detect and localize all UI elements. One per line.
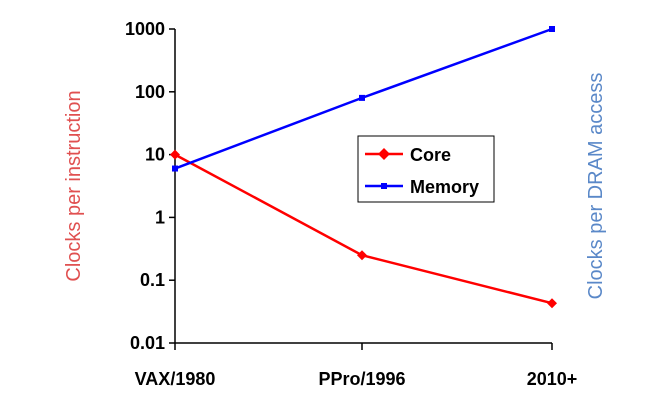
y-tick-label: 100 [135, 82, 165, 102]
series-markers [170, 26, 557, 309]
data-point-core [357, 250, 367, 261]
legend-memory-marker [381, 183, 387, 189]
y-tick-label: 0.1 [140, 270, 165, 290]
data-point-memory [172, 165, 178, 172]
y-tick-label: 1000 [125, 19, 165, 39]
legend-memory-label: Memory [410, 177, 479, 197]
legend-core-label: Core [410, 145, 451, 165]
data-point-memory [359, 94, 365, 101]
legend-entry-memory: Memory [365, 177, 479, 197]
legend-entry-core: Core [365, 145, 451, 165]
data-point-core [170, 149, 180, 160]
legend-core-marker [378, 148, 390, 160]
y-tick-labels: 1000 100 10 1 0.1 0.01 [125, 19, 165, 353]
y-tick-label: 10 [145, 145, 165, 165]
x-tick-label: PPro/1996 [318, 369, 405, 389]
data-point-core [547, 298, 557, 309]
y-tick-label: 1 [155, 207, 165, 227]
y-axis-title-left: Clocks per instruction [63, 90, 85, 281]
y-axis-title-right: Clocks per DRAM access [585, 73, 607, 300]
legend-box [357, 135, 495, 203]
x-tick-label: VAX/1980 [135, 369, 216, 389]
data-point-memory [549, 26, 555, 32]
x-tick-label: 2010+ [527, 369, 578, 389]
axes [169, 28, 553, 350]
y-tick-label: 0.01 [130, 333, 165, 353]
legend: Core Memory [357, 135, 495, 203]
x-tick-labels: VAX/1980 PPro/1996 2010+ [135, 369, 578, 389]
